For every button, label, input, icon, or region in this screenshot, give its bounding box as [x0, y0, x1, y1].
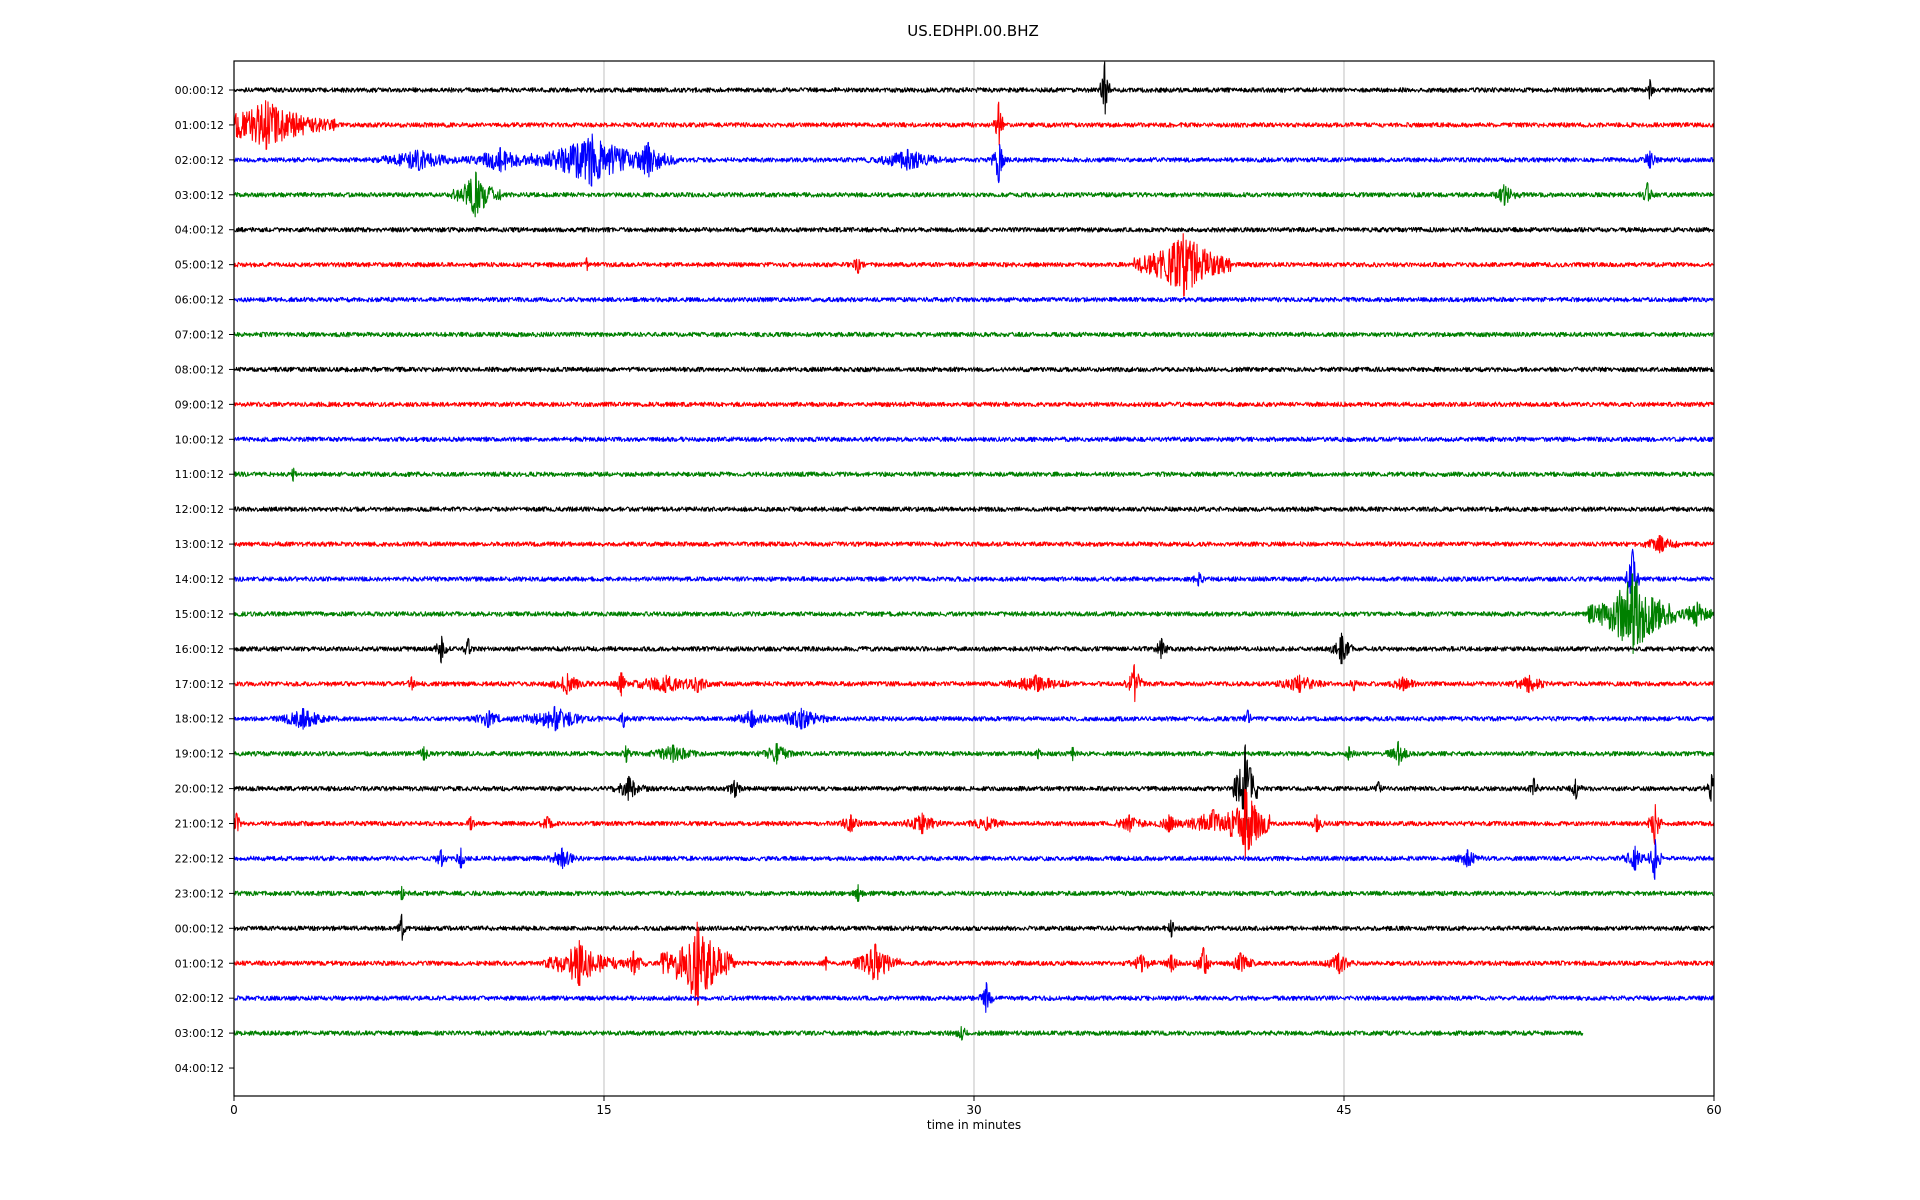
row-label: 00:00:12	[175, 84, 224, 97]
row-label: 15:00:12	[175, 608, 224, 621]
seismic-trace	[233, 573, 1715, 655]
seismic-trace	[233, 100, 1715, 150]
row-label: 11:00:12	[175, 468, 224, 481]
seismic-trace	[233, 401, 1715, 408]
seismic-trace	[233, 789, 1715, 860]
seismic-trace	[233, 838, 1715, 880]
x-tick-label: 45	[1336, 1103, 1351, 1117]
row-label: 05:00:12	[175, 259, 224, 272]
seismic-trace	[233, 548, 1714, 595]
seismic-trace	[233, 535, 1715, 554]
row-label: 08:00:12	[175, 363, 224, 376]
row-label: 12:00:12	[175, 503, 224, 516]
seismic-trace	[233, 436, 1714, 443]
row-label: 03:00:12	[175, 1027, 224, 1040]
row-label: 04:00:12	[175, 224, 224, 237]
seismic-trace	[233, 226, 1714, 233]
row-label: 20:00:12	[175, 783, 224, 796]
seismic-trace	[233, 467, 1715, 482]
row-label: 02:00:12	[175, 154, 224, 167]
seismic-trace	[233, 296, 1714, 303]
x-tick-label: 15	[596, 1103, 611, 1117]
row-label: 22:00:12	[175, 852, 224, 865]
row-label: 06:00:12	[175, 294, 224, 307]
row-label: 19:00:12	[175, 748, 224, 761]
seismic-trace	[233, 331, 1715, 338]
seismic-trace	[233, 506, 1715, 512]
chart-title: US.EDHPI.00.BHZ	[907, 22, 1039, 40]
row-label: 01:00:12	[175, 119, 224, 132]
row-label: 03:00:12	[175, 189, 224, 202]
row-label: 21:00:12	[175, 818, 224, 831]
row-label: 07:00:12	[175, 329, 224, 342]
row-label: 10:00:12	[175, 433, 224, 446]
row-label: 23:00:12	[175, 887, 224, 900]
seismic-trace	[233, 632, 1715, 665]
row-label: 14:00:12	[175, 573, 224, 586]
seismic-trace	[233, 133, 1715, 187]
x-axis-label: time in minutes	[927, 1118, 1021, 1132]
seismic-trace	[233, 705, 1715, 732]
x-axis: 0 15 30 45 60	[230, 1096, 1722, 1117]
seismic-trace	[233, 664, 1714, 703]
seismic-trace	[233, 171, 1715, 218]
seismic-trace	[233, 740, 1715, 766]
row-label: 00:00:12	[175, 922, 224, 935]
row-label: 02:00:12	[175, 992, 224, 1005]
seismic-trace	[233, 921, 1715, 1006]
seismic-trace	[233, 233, 1714, 297]
traces	[233, 61, 1715, 1041]
row-label: 18:00:12	[175, 713, 224, 726]
row-labels: 00:00:12 01:00:12 02:00:12 03:00:12 04:00:12…	[175, 84, 234, 1075]
x-tick-label: 60	[1706, 1103, 1721, 1117]
row-label: 01:00:12	[175, 957, 224, 970]
seismic-trace	[233, 1025, 1584, 1041]
x-tick-label: 30	[966, 1103, 981, 1117]
row-label: 17:00:12	[175, 678, 224, 691]
row-label: 16:00:12	[175, 643, 224, 656]
seismic-trace	[233, 366, 1714, 373]
x-tick-label: 0	[230, 1103, 238, 1117]
row-label: 13:00:12	[175, 538, 224, 551]
seismic-trace	[233, 981, 1715, 1013]
seismic-trace	[233, 61, 1715, 115]
seismic-trace	[233, 884, 1714, 902]
seismic-trace	[233, 913, 1715, 941]
seismic-trace	[233, 744, 1715, 831]
row-label: 04:00:12	[175, 1062, 224, 1075]
row-label: 09:00:12	[175, 398, 224, 411]
